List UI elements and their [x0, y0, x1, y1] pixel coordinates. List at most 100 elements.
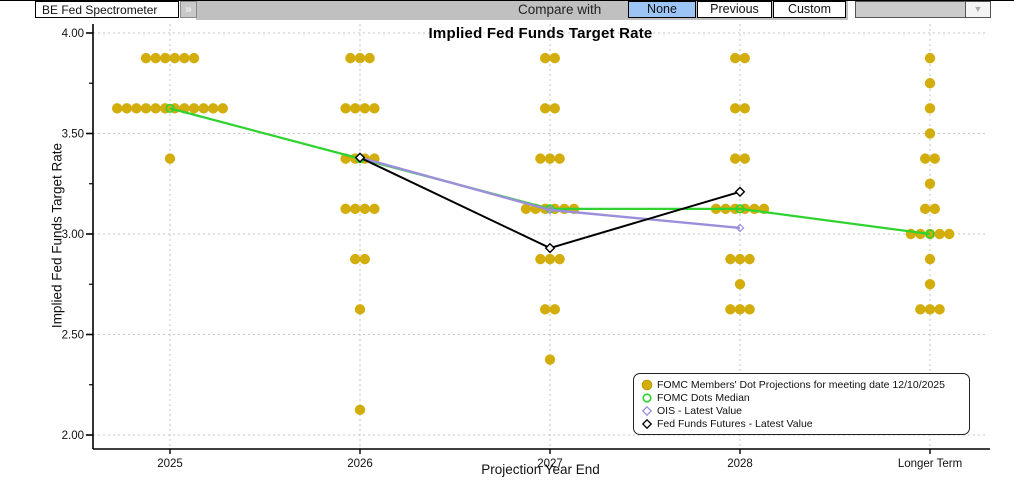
- fomc-dot: [359, 253, 370, 265]
- fomc-dot: [535, 253, 546, 265]
- fomc-dot: [920, 153, 931, 164]
- open-circle-icon: [642, 392, 652, 403]
- expand-chevrons-button[interactable]: »: [180, 1, 197, 18]
- fomc-dot: [734, 253, 746, 265]
- fomc-dot: [350, 253, 361, 265]
- fomc-dot: [544, 153, 556, 164]
- fomc-dot: [188, 103, 200, 114]
- fomc-dot: [730, 103, 741, 114]
- legend-item: FOMC Members' Dot Projections for meetin…: [641, 378, 963, 391]
- fomc-dot: [340, 103, 351, 114]
- fomc-dot: [725, 304, 736, 315]
- fomc-dot: [345, 52, 356, 64]
- fomc-dot: [929, 203, 940, 215]
- fomc-dot: [359, 103, 370, 114]
- filled-circle-icon: [641, 379, 653, 390]
- x-tick-label: 2028: [727, 458, 753, 470]
- y-tick-label: 3.50: [62, 129, 84, 141]
- fomc-dot: [744, 304, 755, 315]
- chart-area: 4.00 3.50 3.00 2.50 2.00 2025 2026 2027 2028 Long…: [0, 20, 1014, 499]
- fomc-dot: [944, 228, 955, 240]
- fomc-dot: [734, 279, 746, 290]
- fomc-dot: [549, 304, 560, 315]
- fomc-dot: [739, 153, 750, 164]
- compare-custom-button[interactable]: Custom: [773, 1, 846, 18]
- fomc-dot: [725, 253, 736, 265]
- fomc-dot: [540, 52, 551, 64]
- diamond-marker: [734, 186, 746, 198]
- fomc-dot: [160, 52, 171, 64]
- fomc-dot: [164, 153, 176, 164]
- chart-legend: FOMC Members' Dot Projections for meetin…: [633, 373, 970, 435]
- y-tick-label: 3.00: [62, 229, 84, 241]
- fomc-dot: [934, 304, 945, 315]
- fomc-dot: [544, 354, 556, 365]
- fomc-dot: [920, 203, 931, 215]
- chart-canvas: 4.00 3.50 3.00 2.50 2.00 2025 2026 2027 2028 Long…: [62, 24, 990, 470]
- fomc-dot: [217, 103, 228, 114]
- series-line: [359, 156, 741, 230]
- fomc-dot: [350, 103, 361, 114]
- app-selector[interactable]: BE Fed Spectrometer: [35, 1, 179, 18]
- fomc-dot: [934, 228, 945, 240]
- compare-none-button[interactable]: None: [628, 1, 696, 18]
- fomc-dot: [924, 103, 936, 114]
- legend-item: OIS - Latest Value: [641, 404, 963, 417]
- fomc-dot: [734, 304, 746, 315]
- diamond-marker: [545, 205, 555, 215]
- fomc-dot: [359, 203, 370, 215]
- y-axis-label: Implied Fed Funds Target Rate: [49, 142, 65, 329]
- fomc-dot: [121, 103, 132, 114]
- fomc-dot: [354, 52, 366, 64]
- fomc-dot: [549, 103, 560, 114]
- y-tick-label: 4.00: [62, 28, 84, 40]
- fomc-dot: [354, 304, 366, 315]
- open-diamond-icon: [641, 418, 653, 429]
- fomc-dot: [924, 253, 936, 265]
- fomc-dot: [169, 52, 180, 64]
- fomc-dot: [179, 52, 190, 64]
- fomc-dot: [369, 203, 380, 215]
- fomc-dot: [549, 52, 560, 64]
- fomc-dot: [198, 103, 209, 114]
- fomc-dot: [554, 253, 565, 265]
- fomc-dot: [749, 203, 760, 215]
- fomc-dot: [354, 404, 366, 416]
- diamond-marker: [354, 152, 366, 163]
- compare-custom-select[interactable]: ▼: [855, 1, 991, 18]
- legend-item-label: FOMC Members' Dot Projections for meetin…: [657, 378, 945, 391]
- fomc-dot: [140, 103, 152, 114]
- fomc-dot: [540, 304, 551, 315]
- fomc-dot: [150, 52, 161, 64]
- fomc-dot: [350, 203, 361, 215]
- median-marker: [925, 229, 935, 239]
- fomc-dot: [340, 203, 351, 215]
- fomc-dot: [369, 103, 380, 114]
- fomc-dot: [924, 128, 936, 139]
- fomc-dot: [188, 52, 200, 64]
- legend-item: FOMC Dots Median: [641, 391, 963, 404]
- diamond-marker: [735, 223, 745, 233]
- fomc-dot: [744, 253, 755, 265]
- diamond-marker: [544, 242, 556, 254]
- x-tick-label: Longer Term: [898, 458, 962, 470]
- fomc-dot: [544, 253, 556, 265]
- legend-item-label: Fed Funds Futures - Latest Value: [657, 417, 813, 430]
- fomc-dot: [554, 153, 565, 164]
- chevron-down-icon[interactable]: ▼: [965, 2, 990, 17]
- fomc-dot: [924, 304, 936, 315]
- fomc-dot: [208, 103, 219, 114]
- compare-previous-button[interactable]: Previous: [697, 1, 772, 18]
- median-marker: [735, 204, 745, 214]
- fomc-dot: [739, 52, 750, 64]
- x-tick-label: 2026: [347, 458, 373, 470]
- open-diamond-icon: [641, 405, 653, 416]
- toolbar: BE Fed Spectrometer » Compare with None …: [0, 1, 1014, 20]
- fomc-dot: [364, 52, 375, 64]
- fomc-dot: [929, 153, 940, 164]
- fomc-dot: [112, 103, 123, 114]
- fomc-dot: [140, 52, 152, 64]
- fomc-dot: [540, 103, 551, 114]
- fomc-dot: [924, 178, 936, 189]
